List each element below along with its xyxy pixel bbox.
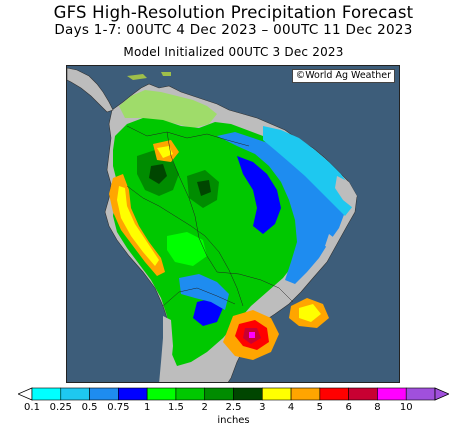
rain-0.5in-south (179, 274, 229, 310)
caribbean-islands (127, 72, 171, 80)
precipitation-legend: 0.1 0.25 0.5 0.75 1 1.5 2 2.5 3 4 5 6 8 10 inches (18, 387, 449, 429)
credit-label: ©World Ag Weather (291, 69, 395, 83)
legend-tick-label: 2 (201, 402, 208, 413)
legend-tick-label: 5 (316, 402, 324, 413)
legend-swatch (118, 387, 148, 401)
legend-swatch (146, 387, 177, 401)
country-borders (126, 125, 294, 307)
legend-swatch (377, 387, 407, 401)
legend-tick-label: 0.75 (107, 402, 130, 413)
rain-0.25in (263, 126, 353, 216)
rain-0.75in-south (193, 298, 223, 326)
legend-swatch (319, 387, 349, 401)
legend-arrow-high (434, 387, 449, 401)
map-title: GFS High-Resolution Precipitation Foreca… (53, 3, 414, 22)
legend-swatch (89, 387, 119, 401)
rain-2.5in-central (197, 180, 211, 196)
legend-tick-label: 8 (374, 402, 381, 413)
legend-tick-label: 1.5 (167, 402, 184, 413)
legend-swatch (261, 387, 292, 401)
legend-swatch (348, 387, 378, 401)
forecast-period: Days 1-7: 00UTC 4 Dec 2023 – 00UTC 11 De… (54, 22, 413, 38)
legend-swatch (204, 387, 234, 401)
rain-2.5in (149, 164, 167, 184)
legend-color-bar (18, 387, 449, 401)
legend-units: inches (217, 415, 250, 426)
legend-swatch (405, 387, 436, 401)
legend-swatch (60, 387, 90, 401)
legend-swatch (290, 387, 321, 401)
legend-swatch (233, 387, 263, 401)
rain-1.5in-south (167, 232, 207, 266)
map-canvas (67, 66, 399, 382)
central-america (67, 67, 114, 113)
model-initialized-label: Model Initialized 00UTC 3 Dec 2023 (123, 45, 344, 59)
light-rain-north (119, 90, 217, 128)
legend-swatch (175, 387, 206, 401)
legend-tick-label: 0.25 (49, 402, 72, 413)
rain-8in-south (249, 332, 255, 338)
legend-swatch (31, 387, 62, 401)
legend-tick-label: 10 (399, 402, 413, 413)
legend-tick-label: 1 (143, 402, 151, 413)
rain-2.5in-andes (117, 186, 159, 266)
legend-tick-label: 0.1 (24, 402, 40, 413)
legend-tick-label: 6 (345, 402, 352, 413)
dry-area-chile (159, 316, 173, 382)
precipitation-map: ©World Ag Weather (66, 65, 400, 383)
rain-0.75in (237, 156, 281, 234)
dry-area-northeast (335, 176, 357, 208)
rain-2.5in-north (157, 146, 173, 158)
legend-tick-label: 2.5 (225, 402, 242, 413)
legend-tick-label: 0.5 (81, 402, 98, 413)
legend-tick-label: 4 (287, 402, 295, 413)
legend-arrow-low (18, 387, 33, 401)
rain-2.5in-southeast (299, 304, 321, 322)
dry-area-east (325, 234, 337, 250)
legend-tick-label: 3 (259, 402, 266, 413)
